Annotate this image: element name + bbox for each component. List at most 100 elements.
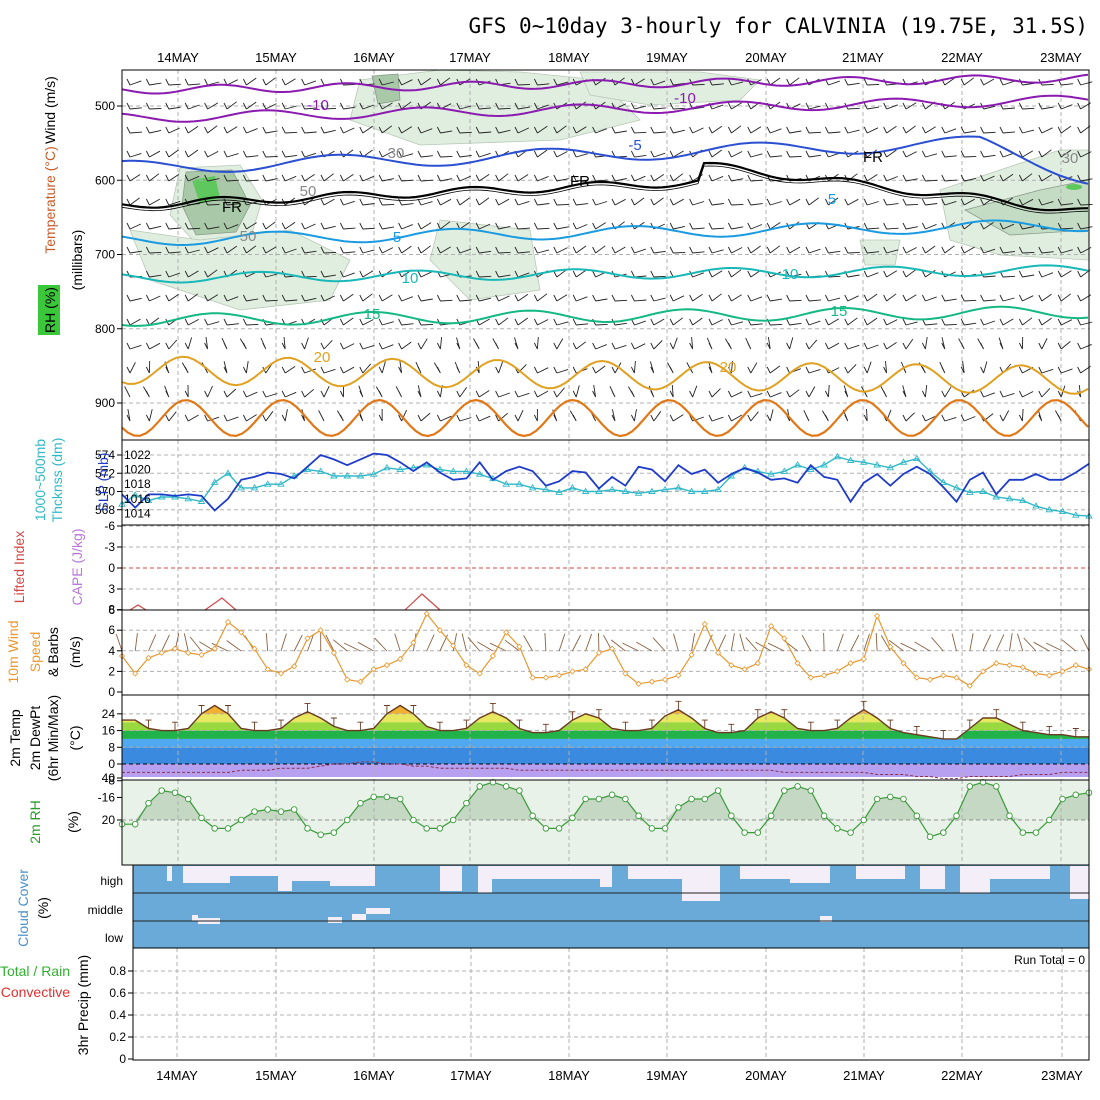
wind-tick-label: 2 xyxy=(108,664,115,678)
upper-wind-barb xyxy=(941,337,946,350)
upper-tick-label: 900 xyxy=(95,396,115,410)
upper-wind-barb xyxy=(301,78,317,86)
upper-wind-barb xyxy=(650,78,666,86)
upper-wind-barb xyxy=(262,390,278,398)
upper-wind-barb xyxy=(689,385,698,398)
wind10-point xyxy=(251,645,258,652)
wind10-point xyxy=(728,662,735,669)
wind10-barb xyxy=(863,633,870,652)
upper-wind-barb xyxy=(824,246,841,254)
thick-tick-label: 572 xyxy=(95,466,115,480)
upper-wind-barb xyxy=(165,78,181,86)
contour-minus10 xyxy=(121,94,1089,123)
contour-label-p10: 10 xyxy=(402,270,419,287)
upper-wind-barb xyxy=(126,246,142,254)
upper-wind-barb xyxy=(514,317,529,326)
cloud-gap-mid xyxy=(328,917,342,923)
upper-wind-barb xyxy=(436,150,453,158)
precip-tick-label: 0.8 xyxy=(109,964,126,978)
thickness-point xyxy=(1072,511,1080,518)
upper-wind-barb xyxy=(921,126,936,134)
wind10-barb xyxy=(823,632,825,652)
cloud-gap-high xyxy=(990,866,1050,879)
wind10-point xyxy=(741,666,748,673)
upper-wind-barb xyxy=(358,385,364,398)
wind10-barb xyxy=(745,637,759,652)
upper-wind-barb xyxy=(262,102,277,110)
upper-wind-barb xyxy=(863,246,880,254)
upper-wind-barb xyxy=(204,198,220,206)
upper-wind-barb xyxy=(126,409,131,422)
upper-wind-barb xyxy=(1038,102,1054,110)
thickness-point xyxy=(952,484,961,491)
upper-wind-barb xyxy=(727,246,743,254)
upper-wind-barb xyxy=(611,294,628,302)
label-wind10-4: (m/s) xyxy=(67,636,83,668)
rh-point xyxy=(171,789,179,796)
upper-wind-barb xyxy=(572,222,588,230)
upper-wind-barb xyxy=(921,198,938,206)
upper-wind-barb xyxy=(669,414,684,422)
upper-wind-barb xyxy=(143,386,150,398)
upper-wind-barb xyxy=(378,294,393,302)
upper-wind-barb xyxy=(1038,317,1052,326)
upper-wind-barb xyxy=(359,198,375,206)
wind10-point xyxy=(291,663,298,670)
wind10-barb xyxy=(914,641,931,652)
upper-wind-barb xyxy=(572,198,589,206)
cloud-gap-high xyxy=(183,866,230,883)
upper-wind-barb xyxy=(941,294,957,302)
upper-wind-barb xyxy=(592,222,606,230)
upper-wind-barb xyxy=(553,338,564,350)
upper-wind-barb xyxy=(281,294,298,302)
upper-wind-barb xyxy=(126,294,142,302)
rh-point xyxy=(277,808,285,815)
upper-wind-barb xyxy=(999,173,1014,182)
thickness-point xyxy=(873,461,881,468)
thick-tick-label: 568 xyxy=(95,503,115,517)
upper-wind-barb xyxy=(863,408,868,422)
upper-wind-barb xyxy=(320,102,337,110)
upper-wind-barb xyxy=(630,360,636,374)
rh-point xyxy=(926,833,934,841)
thickness-point xyxy=(714,485,722,493)
upper-wind-barb xyxy=(514,222,531,230)
upper-wind-barb xyxy=(184,222,201,230)
wind10-point xyxy=(450,642,457,649)
temp-band xyxy=(122,747,1089,764)
upper-wind-barb xyxy=(592,385,597,398)
upper-wind-barb xyxy=(650,102,666,110)
thickness-point xyxy=(277,480,285,487)
wind10-point xyxy=(1072,662,1079,669)
upper-wind-barb xyxy=(708,246,724,254)
thickness-point xyxy=(979,487,987,494)
upper-wind-barb xyxy=(708,318,723,326)
upper-wind-barb xyxy=(165,411,177,422)
upper-wind-barb xyxy=(533,78,550,86)
upper-wind-barb xyxy=(1077,198,1093,206)
upper-wind-barb xyxy=(456,102,472,110)
upper-wind-barb xyxy=(902,338,914,350)
upper-wind-barb xyxy=(824,126,841,134)
upper-wind-barb xyxy=(630,197,645,206)
upper-wind-barb xyxy=(786,198,801,206)
rh-point xyxy=(237,816,245,824)
cloud-level-middle: middle xyxy=(88,903,124,917)
upper-wind-barb xyxy=(436,414,452,422)
wind10-point xyxy=(953,674,960,681)
contour-label-p15: 15 xyxy=(831,303,848,320)
upper-wind-barb xyxy=(242,174,259,182)
upper-wind-barb xyxy=(863,293,878,302)
label-temperature: Temperature (°C) xyxy=(42,146,58,254)
upper-wind-barb xyxy=(223,318,239,326)
rh-point xyxy=(502,783,510,790)
upper-wind-barb xyxy=(495,102,511,110)
upper-wind-barb xyxy=(495,390,511,398)
upper-wind-barb xyxy=(980,390,995,398)
upper-wind-barb xyxy=(1057,102,1073,110)
upper-tick-label: 500 xyxy=(95,99,115,113)
rh-point xyxy=(648,825,656,832)
upper-wind-barb xyxy=(318,410,325,422)
upper-wind-barb xyxy=(126,362,136,374)
